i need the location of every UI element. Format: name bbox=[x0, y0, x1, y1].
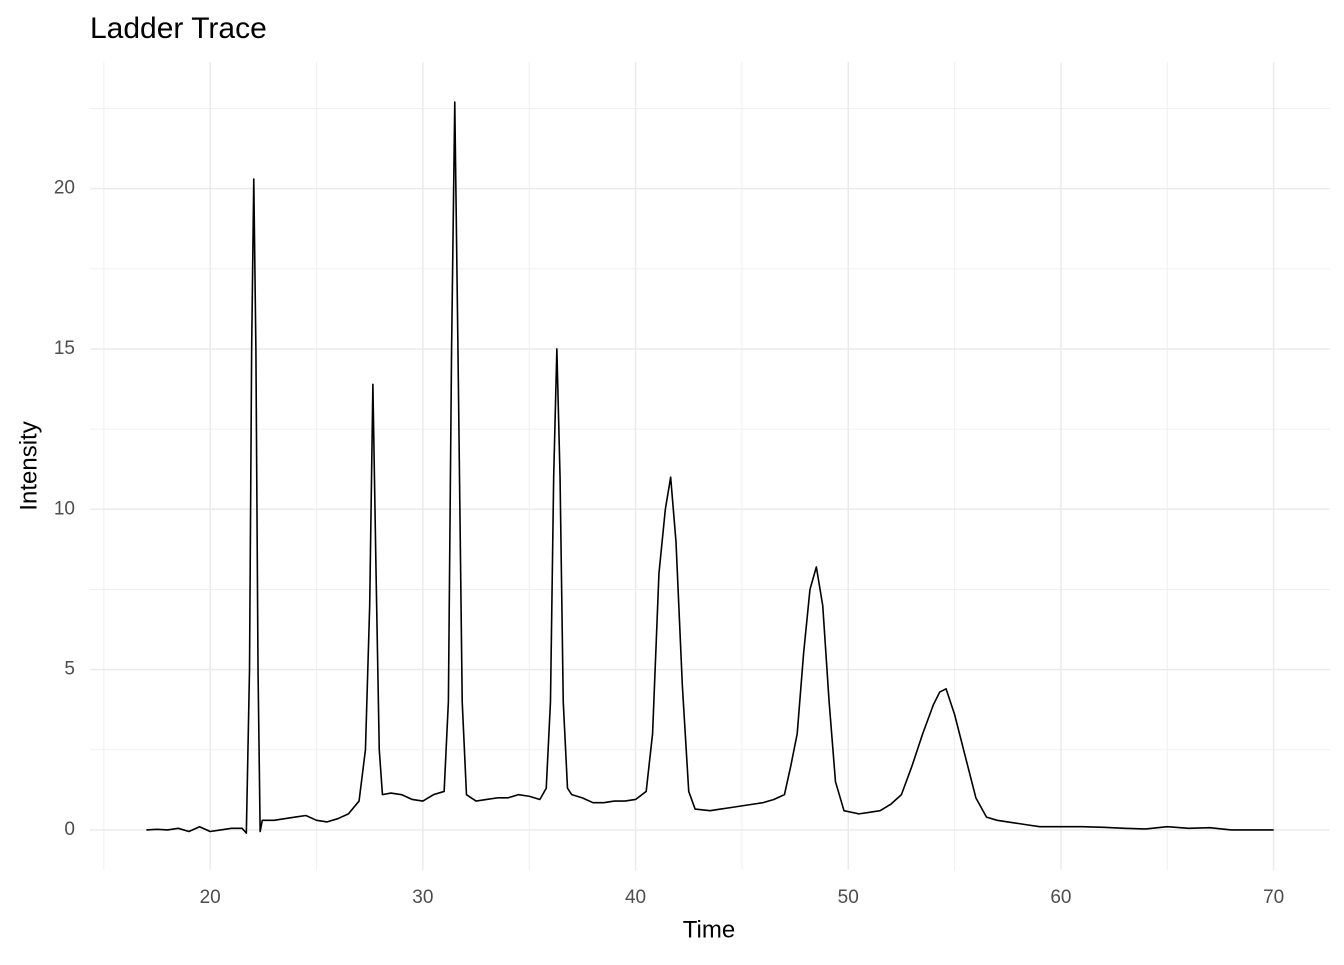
y-tick-label: 20 bbox=[54, 178, 75, 199]
chart-title: Ladder Trace bbox=[90, 12, 267, 45]
y-tick-label: 10 bbox=[54, 498, 75, 519]
data-line bbox=[146, 101, 1274, 834]
x-tick-label: 70 bbox=[1263, 887, 1284, 908]
x-axis-title: Time bbox=[683, 916, 735, 943]
x-tick-label: 60 bbox=[1050, 887, 1071, 908]
y-axis-title: Intensity bbox=[15, 421, 42, 510]
x-tick-label: 40 bbox=[625, 887, 646, 908]
y-tick-label: 0 bbox=[64, 819, 75, 840]
x-tick-label: 30 bbox=[412, 887, 433, 908]
y-tick-label: 5 bbox=[64, 659, 75, 680]
y-tick-label: 15 bbox=[54, 338, 75, 359]
x-tick-label: 20 bbox=[200, 887, 221, 908]
x-tick-label: 50 bbox=[838, 887, 859, 908]
